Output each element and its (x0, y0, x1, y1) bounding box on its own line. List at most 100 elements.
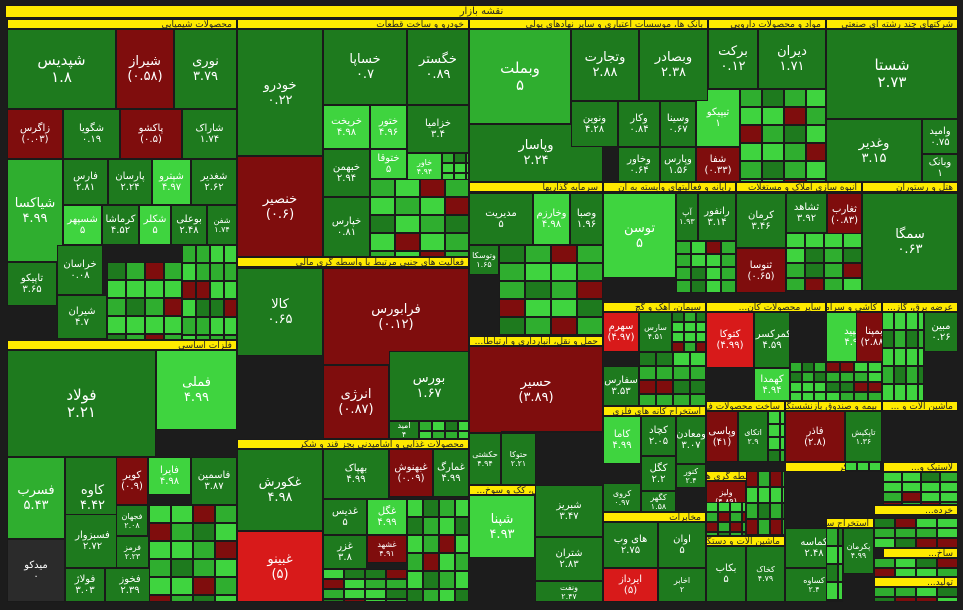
stock-tile[interactable]: وغدیر ۳.۱۵ (826, 119, 922, 182)
stock-tile-small[interactable] (895, 597, 916, 602)
sector-header[interactable]: تولید... (874, 577, 958, 587)
stock-tile[interactable]: کتوکا (۴.۹۹) (706, 312, 754, 368)
stock-tile-small[interactable] (458, 431, 469, 439)
stock-tile[interactable]: خودرو ۰.۲۲ (237, 29, 323, 156)
stock-tile-small[interactable] (323, 579, 344, 589)
stock-tile-small[interactable] (802, 372, 814, 382)
stock-tile-small[interactable] (656, 366, 673, 380)
stock-tile-small[interactable] (902, 492, 921, 502)
stock-tile[interactable]: وخارزم ۴.۹۸ (533, 193, 570, 245)
stock-tile-small[interactable] (782, 503, 785, 519)
stock-tile-small[interactable] (826, 362, 840, 372)
stock-tile-small[interactable] (420, 215, 445, 233)
stock-tile[interactable]: شاراک ۱.۷۴ (182, 109, 237, 159)
stock-tile-small[interactable] (210, 281, 224, 299)
stock-tile[interactable]: کخاک ۴.۷۹ (746, 546, 785, 602)
stock-tile-small[interactable] (445, 421, 458, 431)
stock-tile-small[interactable] (706, 532, 718, 536)
stock-tile[interactable]: فایرا ۴.۹۸ (148, 457, 191, 495)
stock-tile-small[interactable] (883, 482, 902, 492)
stock-tile-small[interactable] (525, 335, 551, 337)
stock-tile-small[interactable] (806, 161, 826, 179)
stock-tile-small[interactable] (455, 571, 469, 589)
stock-tile-small[interactable] (439, 499, 455, 517)
stock-tile-small[interactable] (881, 462, 883, 471)
stock-tile-small[interactable] (676, 280, 691, 293)
stock-tile-small[interactable] (579, 431, 603, 433)
stock-tile-small[interactable] (525, 317, 551, 335)
stock-tile-small[interactable] (499, 263, 525, 281)
stock-tile-small[interactable] (107, 334, 126, 340)
stock-tile-small[interactable] (806, 179, 826, 182)
stock-tile-small[interactable] (696, 342, 706, 352)
stock-tile[interactable]: شغدیر ۲.۶۲ (191, 159, 237, 205)
stock-tile[interactable]: شفا (۰.۳۳) (696, 147, 740, 182)
stock-tile-small[interactable] (149, 541, 171, 559)
stock-tile-small[interactable] (344, 569, 365, 579)
stock-tile-small[interactable] (386, 599, 407, 602)
stock-tile-small[interactable] (902, 482, 921, 492)
stock-tile-small[interactable] (442, 153, 454, 163)
stock-tile-small[interactable] (149, 577, 171, 595)
stock-tile-small[interactable] (673, 366, 690, 380)
stock-tile-small[interactable] (790, 382, 802, 392)
stock-tile-small[interactable] (906, 384, 918, 401)
stock-tile-small[interactable] (790, 362, 802, 372)
stock-tile[interactable]: اوان ۵ (658, 522, 706, 568)
stock-tile[interactable]: وبملت ۵ (469, 29, 571, 124)
stock-tile[interactable]: فولاژ ۳.۰۳ (65, 568, 105, 602)
stock-tile-small[interactable] (395, 197, 420, 215)
stock-tile-small[interactable] (895, 518, 916, 528)
stock-tile-small[interactable] (149, 559, 171, 577)
stock-tile-small[interactable] (916, 538, 937, 548)
stock-tile-small[interactable] (149, 595, 171, 602)
stock-tile-small[interactable] (746, 487, 758, 503)
stock-tile[interactable]: غدیس ۵ (323, 499, 367, 535)
stock-tile-small[interactable] (126, 262, 145, 280)
stock-tile-small[interactable] (874, 568, 895, 577)
stock-tile-small[interactable] (868, 382, 882, 392)
stock-tile[interactable]: پارسان ۲.۲۴ (108, 159, 152, 205)
stock-tile-small[interactable] (894, 366, 906, 384)
stock-tile-small[interactable] (215, 595, 237, 602)
stock-tile[interactable]: خساپا ۰.۷ (323, 29, 407, 105)
stock-tile-small[interactable] (684, 342, 696, 352)
sector-header[interactable]: بیمه و صندوق بازنشستگی (785, 401, 882, 411)
stock-tile-small[interactable] (780, 450, 785, 462)
stock-tile-small[interactable] (323, 569, 344, 579)
stock-tile-small[interactable] (676, 241, 691, 254)
stock-tile[interactable]: کگهر ۱.۵۸ (641, 491, 676, 512)
stock-tile-small[interactable] (182, 245, 196, 263)
sector-header[interactable]: خرده... (874, 505, 958, 515)
sector-header[interactable]: استخراج کانه های فلزی (603, 406, 706, 416)
stock-tile-small[interactable] (445, 215, 469, 233)
stock-tile-small[interactable] (826, 600, 838, 602)
stock-tile-small[interactable] (577, 263, 603, 281)
stock-tile-small[interactable] (740, 179, 762, 182)
sector-header[interactable]: هتل و رستوران (862, 182, 958, 192)
stock-tile-small[interactable] (854, 382, 868, 392)
stock-tile[interactable]: کهمدا ۴.۹۴ (754, 368, 790, 401)
sector-header[interactable]: محصولات شیمیایی (7, 19, 237, 29)
stock-tile-small[interactable] (921, 492, 940, 502)
stock-tile-small[interactable] (690, 394, 706, 406)
stock-tile-small[interactable] (937, 518, 958, 528)
stock-tile-small[interactable] (840, 392, 854, 401)
stock-tile-small[interactable] (420, 233, 445, 251)
stock-tile-small[interactable] (210, 299, 224, 317)
stock-tile-small[interactable] (784, 161, 806, 179)
stock-tile[interactable]: خپارس ۰.۸۱ (323, 197, 370, 257)
stock-tile[interactable]: بوعلی ۲.۴۸ (171, 205, 207, 245)
stock-tile-small[interactable] (718, 512, 730, 522)
stock-tile-small[interactable] (786, 278, 805, 291)
stock-tile-small[interactable] (407, 499, 423, 517)
stock-tile-small[interactable] (126, 298, 145, 316)
stock-tile-small[interactable] (107, 280, 126, 298)
stock-tile-small[interactable] (838, 564, 843, 582)
stock-tile-small[interactable] (802, 362, 814, 372)
stock-tile-small[interactable] (196, 245, 210, 263)
stock-tile-small[interactable] (916, 528, 937, 538)
stock-tile-small[interactable] (499, 317, 525, 335)
stock-tile-small[interactable] (824, 278, 843, 291)
stock-tile[interactable]: انرژی (۰.۸۷) (323, 365, 389, 439)
